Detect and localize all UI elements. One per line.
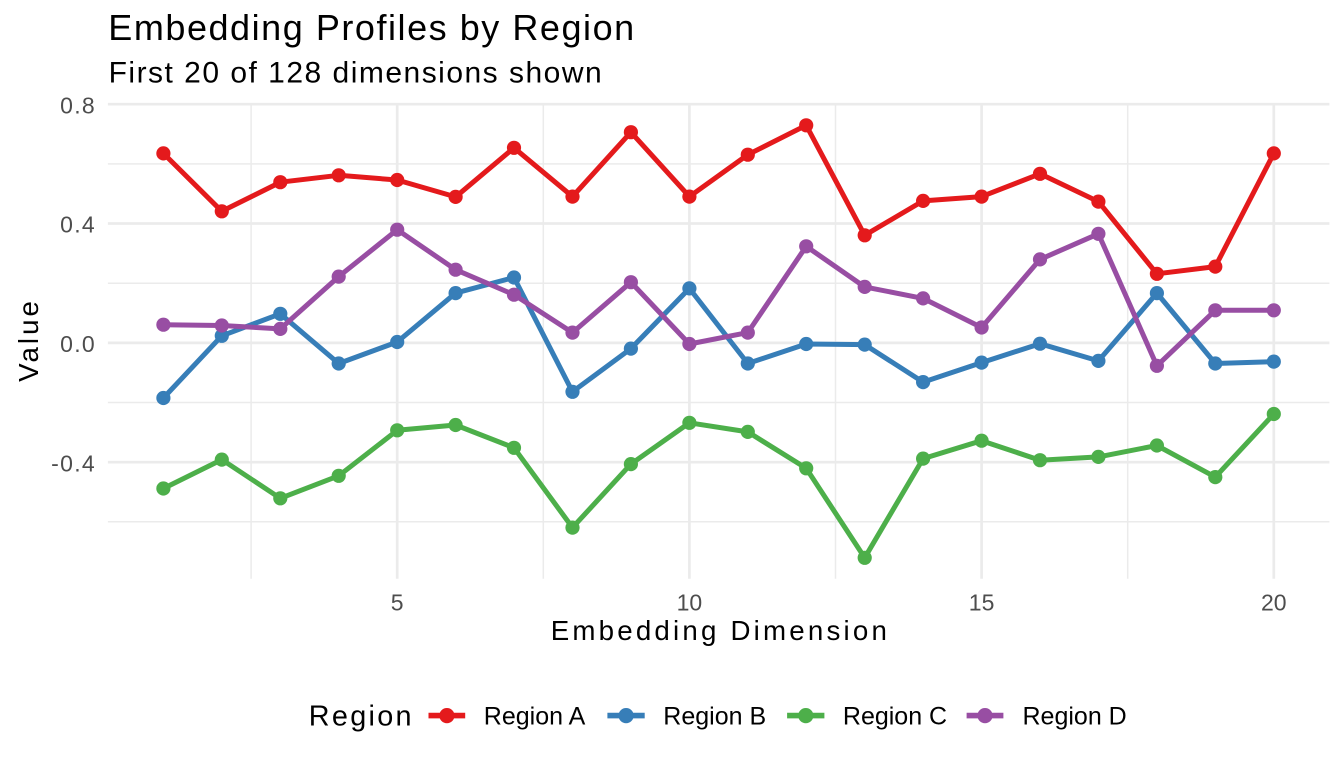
svg-text:5: 5 [391, 590, 404, 616]
svg-text:Embedding Dimension: Embedding Dimension [551, 615, 890, 646]
svg-text:Region D: Region D [1023, 703, 1127, 731]
svg-text:10: 10 [677, 590, 703, 616]
svg-text:0.0: 0.0 [60, 331, 96, 357]
svg-text:0.4: 0.4 [60, 212, 96, 238]
svg-text:Value: Value [13, 298, 44, 382]
svg-text:-0.4: -0.4 [51, 450, 96, 476]
svg-text:Region: Region [309, 701, 414, 733]
svg-text:Embedding Profiles by Region: Embedding Profiles by Region [108, 7, 635, 48]
svg-text:First 20 of 128 dimensions sho: First 20 of 128 dimensions shown [109, 57, 604, 90]
svg-text:Region C: Region C [843, 703, 947, 731]
svg-text:20: 20 [1261, 590, 1287, 616]
svg-text:15: 15 [969, 590, 995, 616]
svg-text:Region B: Region B [663, 703, 766, 731]
svg-text:Region A: Region A [484, 703, 586, 731]
svg-text:0.8: 0.8 [60, 92, 96, 118]
